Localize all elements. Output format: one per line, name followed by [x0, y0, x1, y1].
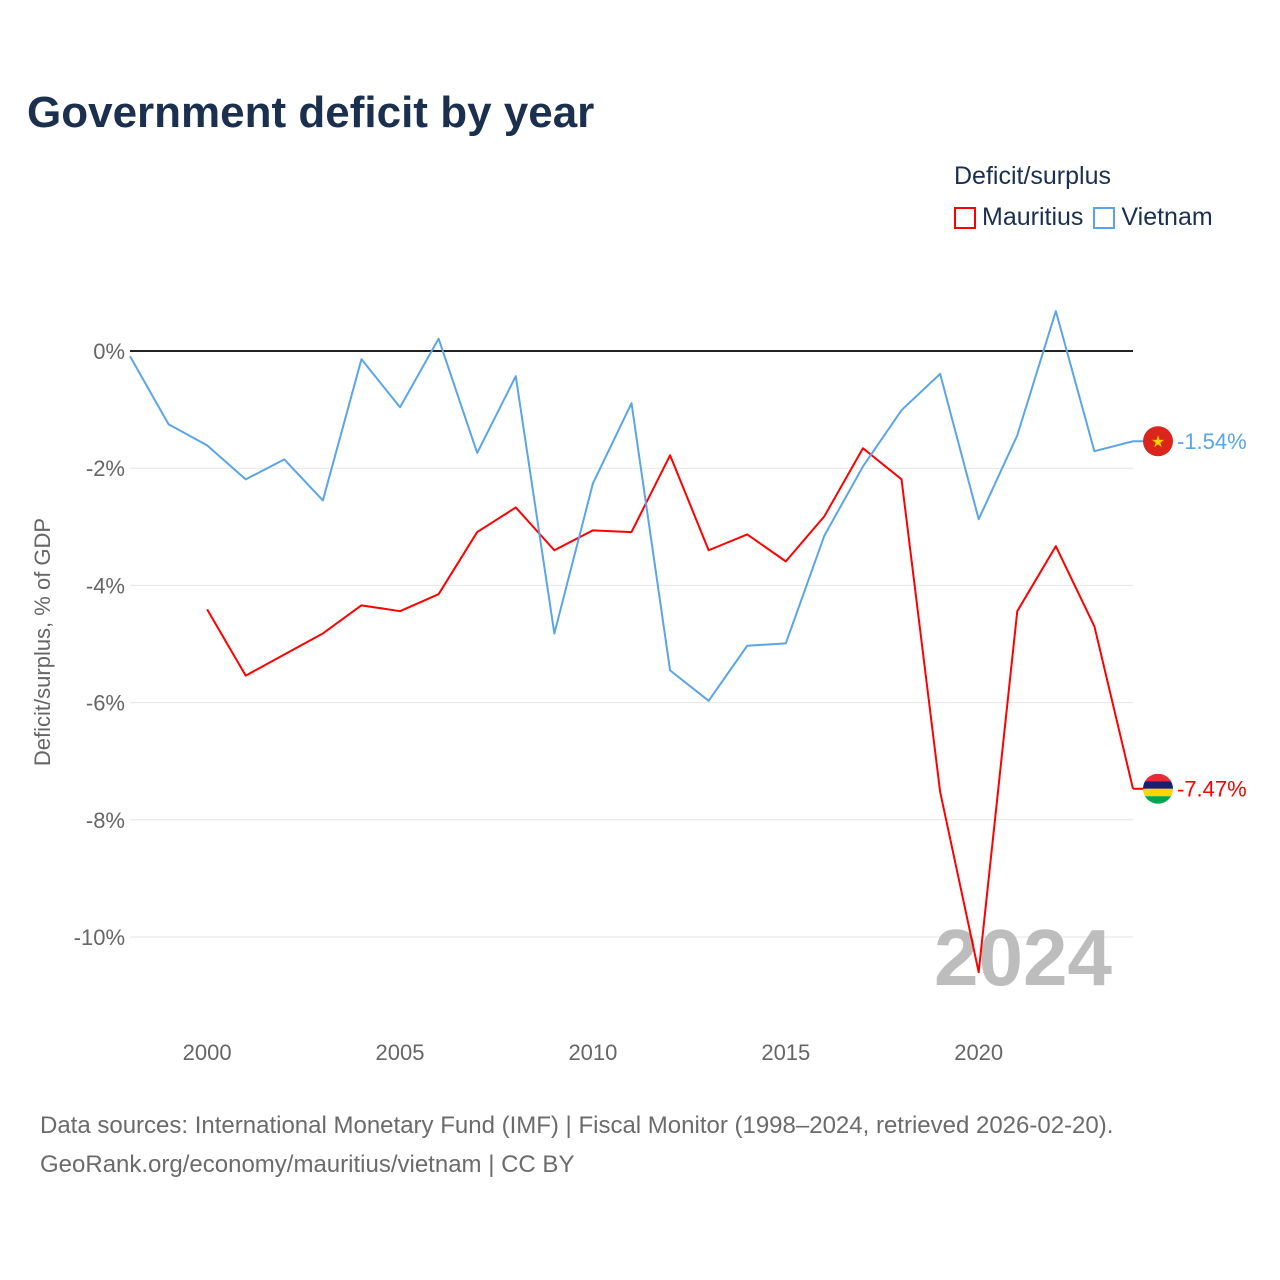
data-point-mauritius — [861, 446, 865, 450]
flag-stripe — [1143, 773, 1173, 782]
series-line-vietnam — [129, 310, 1134, 702]
data-point-vietnam — [630, 401, 634, 405]
legend-title: Deficit/surplus — [954, 162, 1111, 190]
x-tick-label: 2005 — [376, 1040, 425, 1065]
data-point-vietnam — [784, 641, 788, 645]
data-point-mauritius — [244, 674, 248, 678]
data-point-vietnam — [321, 498, 325, 502]
data-point-mauritius — [1054, 544, 1058, 548]
flag-stripe — [1143, 781, 1173, 789]
flag-stripe — [1143, 796, 1173, 804]
data-point-mauritius — [475, 530, 479, 534]
y-tick-label: -10% — [74, 925, 125, 950]
data-point-mauritius — [977, 970, 981, 974]
data-point-vietnam — [977, 517, 981, 521]
year-watermark: 2024 — [934, 913, 1112, 1002]
end-value-label-mauritius: -7.47% — [1177, 777, 1247, 802]
y-tick-label: 0% — [93, 339, 125, 364]
chart-title: Government deficit by year — [27, 88, 595, 137]
vietnam-flag-icon — [1143, 426, 1173, 457]
legend-label-vietnam: Vietnam — [1121, 203, 1213, 231]
y-axis-label: Deficit/surplus, % of GDP — [30, 518, 55, 766]
data-point-vietnam — [900, 408, 904, 412]
data-point-mauritius — [514, 505, 518, 509]
data-point-vietnam — [1054, 309, 1058, 313]
x-tick-label: 2020 — [954, 1040, 1003, 1065]
data-point-vietnam — [398, 405, 402, 409]
series-line-mauritius — [206, 447, 1134, 974]
source-line-1: Data sources: International Monetary Fun… — [40, 1112, 1114, 1139]
source-note: Data sources: International Monetary Fun… — [40, 1106, 1113, 1184]
x-tick-label: 2000 — [183, 1040, 232, 1065]
mauritius-flag-icon — [1143, 773, 1173, 804]
source-line-2[interactable]: GeoRank.org/economy/mauritius/vietnam | … — [40, 1151, 575, 1178]
legend-label-mauritius: Mauritius — [982, 203, 1084, 231]
data-point-mauritius — [707, 548, 711, 552]
data-point-vietnam — [552, 631, 556, 635]
flag-star-icon: ★ — [1151, 434, 1165, 451]
data-point-vietnam — [359, 357, 363, 361]
legend-item-vietnam[interactable]: Vietnam — [1093, 203, 1213, 232]
data-point-vietnam — [591, 481, 595, 485]
data-point-mauritius — [668, 453, 672, 457]
data-point-vietnam — [1092, 449, 1096, 453]
data-point-mauritius — [745, 532, 749, 536]
data-point-vietnam — [437, 337, 441, 341]
y-tick-label: -2% — [86, 456, 125, 481]
data-point-vietnam — [282, 457, 286, 461]
flag-stripe — [1143, 788, 1173, 797]
data-point-vietnam — [822, 534, 826, 538]
data-point-mauritius — [822, 514, 826, 518]
data-point-mauritius — [1092, 624, 1096, 628]
data-point-vietnam — [745, 644, 749, 648]
legend: Deficit/surplus Mauritius Vietnam — [954, 162, 1217, 232]
x-tick-label: 2015 — [761, 1040, 810, 1065]
x-tick-label: 2010 — [568, 1040, 617, 1065]
data-point-mauritius — [359, 603, 363, 607]
legend-item-mauritius[interactable]: Mauritius — [954, 203, 1083, 232]
data-point-mauritius — [205, 607, 209, 611]
data-point-mauritius — [1015, 609, 1019, 613]
data-point-vietnam — [475, 451, 479, 455]
data-point-vietnam — [244, 477, 248, 481]
data-point-vietnam — [128, 354, 132, 358]
data-point-mauritius — [938, 790, 942, 794]
line-chart: 0% -2% -4% -6% -8% -10% 2000 2005 2010 2015 2020 De… — [30, 309, 1247, 1065]
y-tick-label: -4% — [86, 573, 125, 598]
end-value-label-vietnam: -1.54% — [1177, 429, 1247, 454]
data-point-mauritius — [900, 477, 904, 481]
data-point-mauritius — [784, 559, 788, 563]
data-point-vietnam — [861, 464, 865, 468]
data-point-mauritius — [398, 609, 402, 613]
data-point-vietnam — [938, 372, 942, 376]
data-point-mauritius — [437, 592, 441, 596]
y-tick-label: -8% — [86, 808, 125, 833]
legend-swatch-vietnam — [1093, 206, 1116, 229]
y-tick-label: -6% — [86, 691, 125, 716]
legend-swatch-mauritius — [954, 206, 976, 229]
data-point-vietnam — [514, 374, 518, 378]
data-point-mauritius — [282, 653, 286, 657]
data-point-vietnam — [205, 443, 209, 447]
data-point-mauritius — [591, 528, 595, 532]
data-point-vietnam — [707, 699, 711, 703]
data-point-vietnam — [167, 422, 171, 426]
data-point-vietnam — [668, 668, 672, 672]
data-point-vietnam — [1015, 433, 1019, 437]
data-point-mauritius — [630, 530, 634, 534]
data-point-mauritius — [321, 631, 325, 635]
data-point-mauritius — [552, 548, 556, 552]
